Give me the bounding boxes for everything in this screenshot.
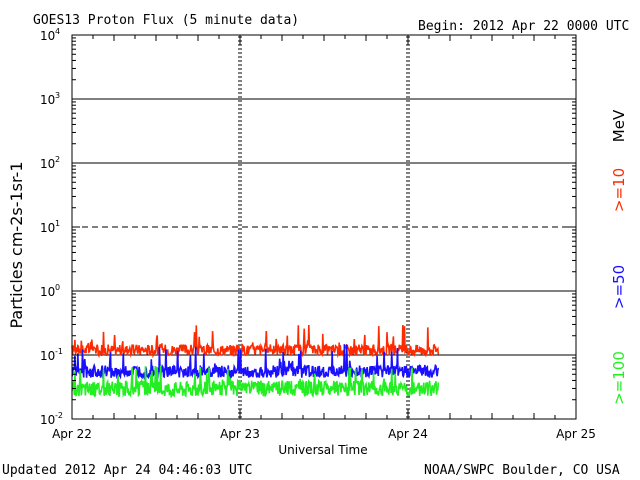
updated-time: Updated 2012 Apr 24 04:46:03 UTC [2, 463, 252, 478]
y-tick-exponent: -2 [55, 411, 63, 420]
series-line-ge100 [71, 365, 440, 399]
x-tick-label: Apr 25 [556, 427, 596, 441]
y-tick-exponent: 1 [55, 219, 60, 228]
plot-frame [71, 34, 577, 420]
y-tick-exponent: 4 [55, 27, 60, 36]
y-tick-label: 10 [40, 157, 55, 171]
day-separator [406, 36, 410, 418]
y-tick-label: 10 [40, 285, 55, 299]
begin-time: Begin: 2012 Apr 22 0000 UTC [418, 19, 629, 34]
y-tick-exponent: -1 [55, 347, 63, 356]
y-tick-exponent: 3 [55, 91, 60, 100]
x-tick-label: Apr 23 [220, 427, 260, 441]
y-tick-label: 10 [40, 221, 55, 235]
credit: NOAA/SWPC Boulder, CO USA [424, 463, 620, 478]
grid-layer [72, 36, 576, 418]
x-tick-label: Apr 24 [388, 427, 428, 441]
x-tick-label: Apr 22 [52, 427, 92, 441]
legend-series-50: >=50 [610, 265, 628, 309]
legend-series-10: >=10 [610, 168, 628, 212]
y-tick-exponent: 2 [55, 155, 60, 164]
x-axis-label: Universal Time [278, 443, 367, 457]
series-layer [71, 324, 440, 399]
y-tick-label: 10 [40, 413, 55, 427]
y-tick-label: 10 [40, 349, 55, 363]
y-axis-label: Particles cm-2s-1sr-1 [7, 161, 26, 328]
chart-title: GOES13 Proton Flux (5 minute data) [33, 13, 299, 28]
y-tick-exponent: 0 [55, 283, 60, 292]
y-tick-label: 10 [40, 29, 55, 43]
y-tick-label: 10 [40, 93, 55, 107]
series-line-ge10 [71, 324, 440, 359]
series-line-ge50 [71, 344, 440, 381]
legend-unit: MeV [610, 109, 628, 142]
legend-series-100: >=100 [610, 351, 628, 405]
